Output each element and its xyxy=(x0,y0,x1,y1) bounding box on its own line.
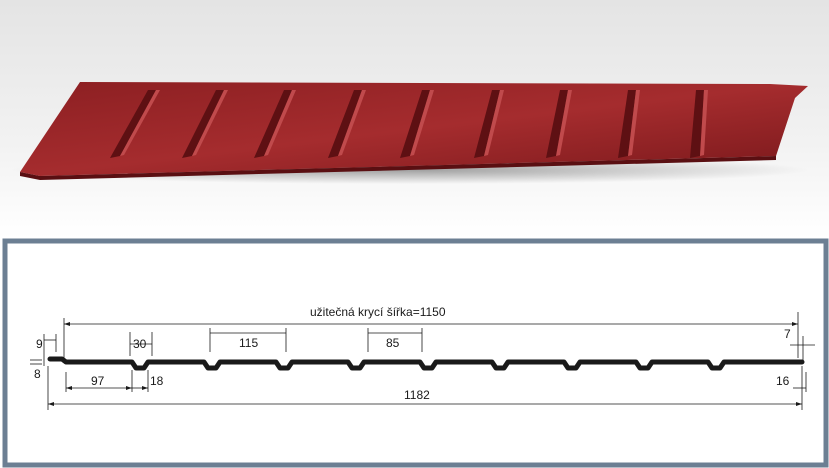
edge-offset-label: 9 xyxy=(36,337,43,351)
sheet-photo xyxy=(0,0,829,238)
rib-spacing-label: 115 xyxy=(239,336,258,350)
drawing-frame xyxy=(2,238,829,468)
cross-section-drawing: užitečná krycí šířka=1150 1182 9 30 115 … xyxy=(2,238,829,468)
sheet-rib-highlight xyxy=(120,90,160,156)
sheet-rib-highlight xyxy=(410,90,434,156)
sheet-rib xyxy=(618,90,636,158)
sheet-rib-highlight xyxy=(484,90,504,156)
sheet-rib-highlight xyxy=(264,90,296,156)
pan-bottom-label: 97 xyxy=(91,374,105,388)
sheet-rib xyxy=(110,90,156,158)
right-edge-label: 7 xyxy=(784,327,791,341)
sheet-rib xyxy=(474,90,500,158)
sheet-rib xyxy=(254,90,292,158)
sheet-rib xyxy=(182,90,224,158)
sheet-rib xyxy=(400,90,430,158)
sheet-ribs xyxy=(110,90,708,158)
sheet-rib-highlight xyxy=(556,90,572,156)
sheet-rib-highlight xyxy=(338,90,366,156)
thickness-label: 8 xyxy=(34,367,41,381)
sheet-rib-highlight xyxy=(700,90,708,156)
sheet-rib xyxy=(546,90,568,158)
right-bottom-label: 16 xyxy=(776,374,790,388)
sheet-rib xyxy=(690,90,704,158)
sheet-profile xyxy=(47,356,805,371)
sheet-rib-highlight xyxy=(628,90,640,156)
sheet-front-edge xyxy=(20,156,776,180)
dimension-lines xyxy=(30,312,815,410)
sheet-rib xyxy=(328,90,362,158)
total-width-label: 1182 xyxy=(404,388,430,402)
rib-bottom-label: 18 xyxy=(150,374,164,388)
dimension-arrows xyxy=(48,322,802,406)
sheet-rib-highlight xyxy=(192,90,228,156)
rib-top-label: 30 xyxy=(133,337,147,351)
useful-width-label: užitečná krycí šířka=1150 xyxy=(310,305,446,319)
pan-width-label: 85 xyxy=(386,336,400,350)
